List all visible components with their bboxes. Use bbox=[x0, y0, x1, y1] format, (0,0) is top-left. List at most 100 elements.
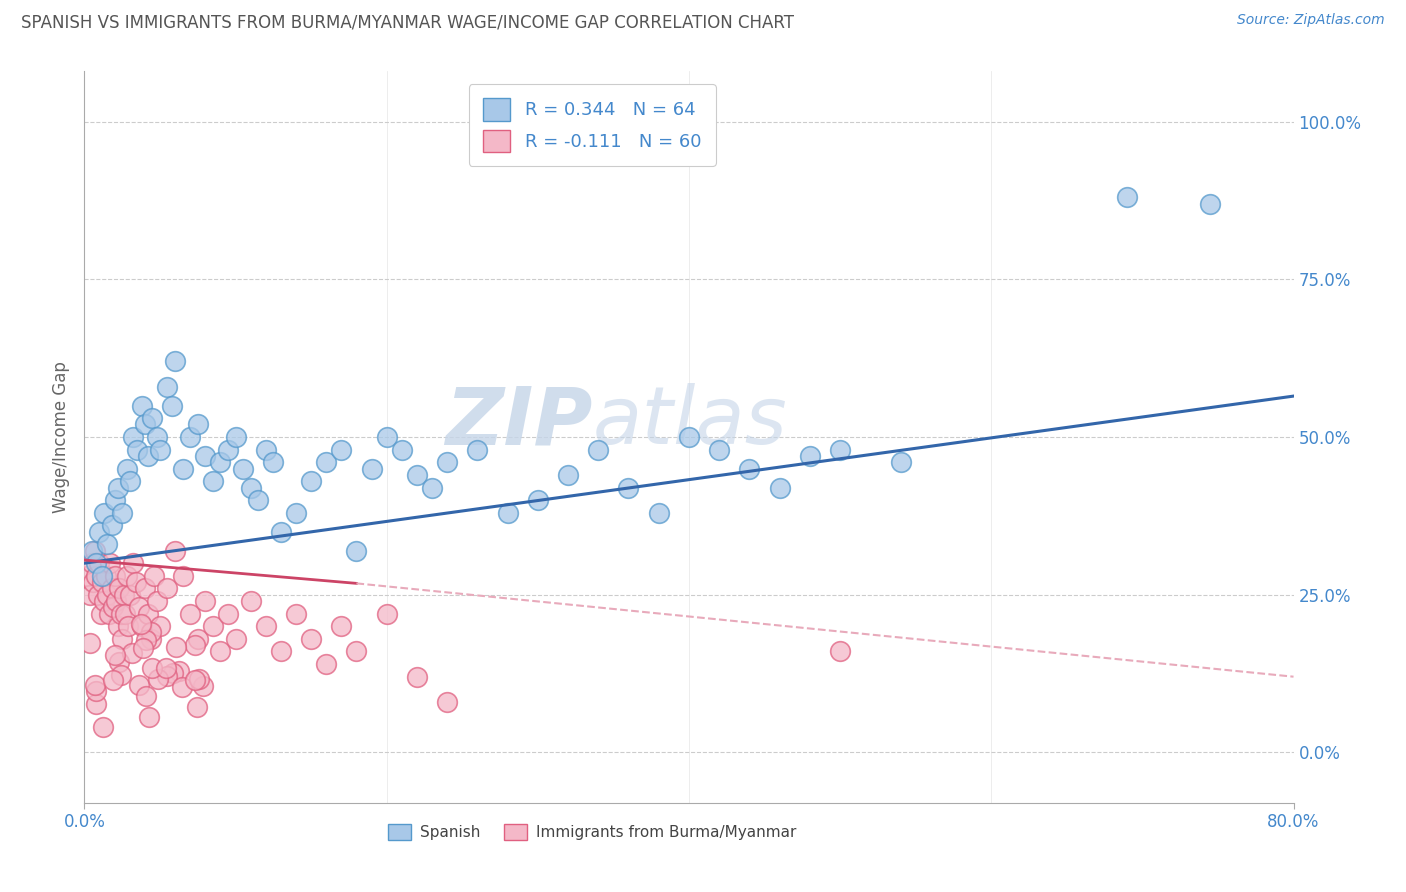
Point bbox=[225, 430, 247, 444]
Point bbox=[128, 600, 150, 615]
Point bbox=[84, 684, 107, 698]
Point bbox=[299, 474, 322, 488]
Point bbox=[105, 594, 128, 608]
Point bbox=[330, 442, 353, 457]
Point bbox=[254, 442, 277, 457]
Point bbox=[179, 607, 201, 621]
Point bbox=[315, 657, 337, 671]
Point bbox=[254, 619, 277, 633]
Point bbox=[156, 379, 179, 393]
Point bbox=[79, 636, 101, 650]
Point bbox=[84, 543, 107, 558]
Y-axis label: Wage/Income Gap: Wage/Income Gap bbox=[52, 361, 70, 513]
Point bbox=[1199, 196, 1222, 211]
Point bbox=[121, 556, 143, 570]
Point bbox=[111, 632, 134, 646]
Point bbox=[114, 607, 136, 621]
Point bbox=[890, 455, 912, 469]
Point bbox=[80, 543, 103, 558]
Point bbox=[187, 632, 209, 646]
Point bbox=[86, 556, 108, 570]
Point bbox=[588, 442, 610, 457]
Point bbox=[225, 632, 247, 646]
Point bbox=[285, 506, 308, 520]
Point bbox=[183, 673, 205, 687]
Point bbox=[84, 678, 107, 692]
Point bbox=[155, 660, 177, 674]
Point bbox=[129, 617, 152, 632]
Point bbox=[172, 569, 194, 583]
Point bbox=[134, 417, 156, 432]
Point bbox=[165, 543, 187, 558]
Point bbox=[79, 588, 101, 602]
Point bbox=[239, 594, 262, 608]
Point bbox=[285, 607, 308, 621]
Point bbox=[90, 607, 112, 621]
Point bbox=[87, 588, 110, 602]
Point bbox=[91, 575, 114, 590]
Point bbox=[104, 569, 127, 583]
Point bbox=[136, 449, 159, 463]
Point bbox=[91, 569, 114, 583]
Point bbox=[709, 442, 731, 457]
Point bbox=[179, 430, 201, 444]
Point bbox=[165, 640, 187, 654]
Point bbox=[82, 575, 104, 590]
Point bbox=[436, 695, 458, 709]
Point bbox=[169, 665, 191, 679]
Point bbox=[330, 619, 353, 633]
Point bbox=[232, 461, 254, 475]
Legend: Spanish, Immigrants from Burma/Myanmar: Spanish, Immigrants from Burma/Myanmar bbox=[382, 818, 803, 847]
Point bbox=[146, 430, 169, 444]
Point bbox=[375, 607, 398, 621]
Point bbox=[346, 543, 368, 558]
Text: ZIP: ZIP bbox=[444, 384, 592, 461]
Point bbox=[391, 442, 413, 457]
Point bbox=[496, 506, 519, 520]
Point bbox=[149, 619, 172, 633]
Point bbox=[678, 430, 700, 444]
Point bbox=[80, 556, 103, 570]
Point bbox=[420, 481, 443, 495]
Point bbox=[100, 518, 122, 533]
Point bbox=[194, 449, 217, 463]
Point bbox=[201, 619, 224, 633]
Point bbox=[139, 625, 162, 640]
Point bbox=[111, 506, 134, 520]
Point bbox=[315, 455, 337, 469]
Point bbox=[131, 641, 153, 656]
Point bbox=[127, 442, 149, 457]
Point bbox=[107, 481, 129, 495]
Point bbox=[91, 720, 114, 734]
Point bbox=[121, 646, 143, 660]
Point bbox=[86, 697, 108, 711]
Point bbox=[89, 524, 111, 539]
Point bbox=[96, 588, 118, 602]
Point bbox=[136, 607, 159, 621]
Point bbox=[187, 417, 209, 432]
Point bbox=[209, 455, 232, 469]
Point bbox=[100, 582, 122, 596]
Point bbox=[110, 668, 132, 682]
Point bbox=[135, 689, 157, 703]
Point bbox=[183, 639, 205, 653]
Point bbox=[360, 461, 382, 475]
Point bbox=[108, 655, 131, 669]
Point bbox=[141, 661, 163, 675]
Point bbox=[93, 506, 115, 520]
Point bbox=[270, 644, 292, 658]
Point bbox=[138, 709, 160, 723]
Point bbox=[108, 582, 131, 596]
Point bbox=[134, 582, 156, 596]
Text: atlas: atlas bbox=[592, 384, 787, 461]
Point bbox=[527, 493, 550, 508]
Point bbox=[1116, 190, 1139, 204]
Point bbox=[209, 644, 232, 658]
Point bbox=[406, 467, 429, 482]
Point bbox=[172, 680, 194, 694]
Point bbox=[98, 556, 121, 570]
Point bbox=[201, 474, 224, 488]
Point bbox=[141, 411, 163, 425]
Point bbox=[830, 442, 852, 457]
Point bbox=[93, 594, 115, 608]
